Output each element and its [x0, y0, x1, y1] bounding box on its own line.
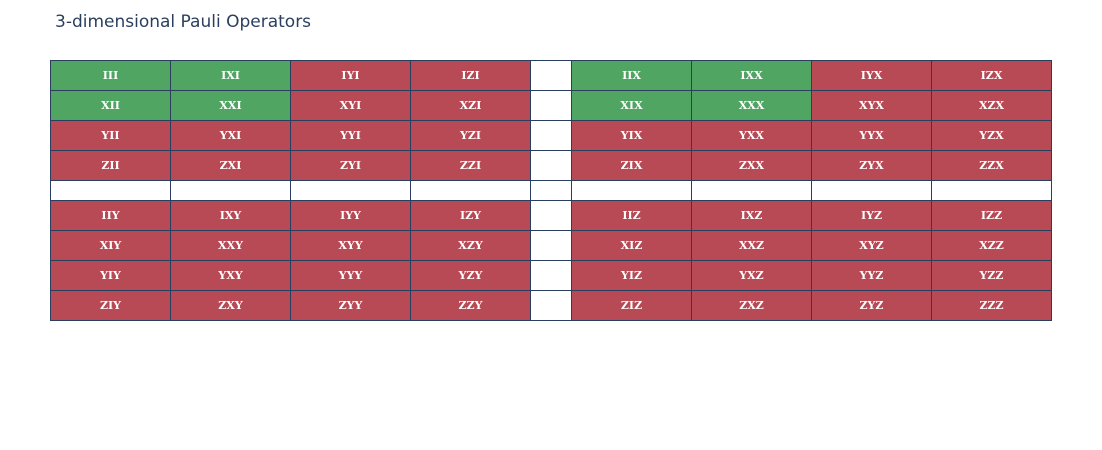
blank-cell	[530, 60, 572, 91]
blank-cell	[530, 260, 572, 291]
operator-cell-yiz: YIZ	[571, 260, 692, 291]
operator-cell-yii: YII	[50, 120, 171, 151]
operator-cell-iix: IIX	[571, 60, 692, 91]
blank-cell	[530, 200, 572, 231]
operator-cell-xzz: XZZ	[931, 230, 1052, 261]
operator-cell-zii: ZII	[50, 150, 171, 181]
operator-cell-xzi: XZI	[410, 90, 531, 121]
operator-cell-yxi: YXI	[170, 120, 291, 151]
operator-cell-ixx: IXX	[691, 60, 812, 91]
operator-cell-xzx: XZX	[931, 90, 1052, 121]
operator-cell-yyz: YYZ	[811, 260, 932, 291]
operator-cell-iii: III	[50, 60, 171, 91]
operator-cell-xiy: XIY	[50, 230, 171, 261]
operator-cell-xxz: XXZ	[691, 230, 812, 261]
operator-cell-zzi: ZZI	[410, 150, 531, 181]
blank-cell	[170, 180, 291, 201]
blank-cell	[530, 120, 572, 151]
blank-cell	[530, 180, 572, 201]
blank-cell	[811, 180, 932, 201]
pauli-operator-table: III IXI IYI IZI IIX IXX IYX IZX XII XXI XYI XZI XIX X…	[50, 60, 1052, 321]
blank-cell	[691, 180, 812, 201]
operator-cell-yyy: YYY	[290, 260, 411, 291]
operator-cell-izy: IZY	[410, 200, 531, 231]
operator-cell-yxx: YXX	[691, 120, 812, 151]
operator-cell-yxz: YXZ	[691, 260, 812, 291]
table-row: YIY YXY YYY YZY YIZ YXZ YYZ YZZ	[50, 260, 1052, 291]
operator-cell-xyx: XYX	[811, 90, 932, 121]
operator-cell-zxx: ZXX	[691, 150, 812, 181]
operator-cell-xyy: XYY	[290, 230, 411, 261]
operator-cell-xxy: XXY	[170, 230, 291, 261]
operator-cell-yzz: YZZ	[931, 260, 1052, 291]
operator-cell-zxi: ZXI	[170, 150, 291, 181]
operator-cell-xyz: XYZ	[811, 230, 932, 261]
blank-cell	[530, 90, 572, 121]
blank-cell	[530, 150, 572, 181]
operator-cell-zix: ZIX	[571, 150, 692, 181]
table-row: YII YXI YYI YZI YIX YXX YYX YZX	[50, 120, 1052, 151]
operator-cell-yzy: YZY	[410, 260, 531, 291]
operator-cell-zyx: ZYX	[811, 150, 932, 181]
operator-cell-zxy: ZXY	[170, 290, 291, 321]
operator-cell-zzz: ZZZ	[931, 290, 1052, 321]
operator-cell-iyi: IYI	[290, 60, 411, 91]
blank-cell	[530, 230, 572, 261]
table-row: ZII ZXI ZYI ZZI ZIX ZXX ZYX ZZX	[50, 150, 1052, 181]
operator-cell-zxz: ZXZ	[691, 290, 812, 321]
operator-cell-iiz: IIZ	[571, 200, 692, 231]
table-row: XII XXI XYI XZI XIX XXX XYX XZX	[50, 90, 1052, 121]
operator-cell-xxx: XXX	[691, 90, 812, 121]
operator-cell-zzx: ZZX	[931, 150, 1052, 181]
operator-cell-iiy: IIY	[50, 200, 171, 231]
operator-cell-izz: IZZ	[931, 200, 1052, 231]
operator-cell-yxy: YXY	[170, 260, 291, 291]
operator-cell-ixi: IXI	[170, 60, 291, 91]
blank-cell	[530, 290, 572, 321]
table-row: XIY XXY XYY XZY XIZ XXZ XYZ XZZ	[50, 230, 1052, 261]
table-row: ZIY ZXY ZYY ZZY ZIZ ZXZ ZYZ ZZZ	[50, 290, 1052, 321]
operator-cell-ziz: ZIZ	[571, 290, 692, 321]
blank-cell	[410, 180, 531, 201]
operator-cell-yyi: YYI	[290, 120, 411, 151]
operator-cell-xzy: XZY	[410, 230, 531, 261]
operator-cell-zyy: ZYY	[290, 290, 411, 321]
blank-cell	[290, 180, 411, 201]
operator-cell-izx: IZX	[931, 60, 1052, 91]
blank-cell	[571, 180, 692, 201]
table-body: III IXI IYI IZI IIX IXX IYX IZX XII XXI XYI XZI XIX X…	[50, 60, 1052, 321]
table-row: IIY IXY IYY IZY IIZ IXZ IYZ IZZ	[50, 200, 1052, 231]
operator-cell-ziy: ZIY	[50, 290, 171, 321]
operator-cell-xii: XII	[50, 90, 171, 121]
blank-cell	[50, 180, 171, 201]
blank-cell	[931, 180, 1052, 201]
operator-cell-yyx: YYX	[811, 120, 932, 151]
operator-cell-iyx: IYX	[811, 60, 932, 91]
operator-cell-ixz: IXZ	[691, 200, 812, 231]
operator-cell-xyi: XYI	[290, 90, 411, 121]
operator-cell-iyy: IYY	[290, 200, 411, 231]
operator-cell-zyi: ZYI	[290, 150, 411, 181]
operator-cell-ixy: IXY	[170, 200, 291, 231]
operator-cell-iyz: IYZ	[811, 200, 932, 231]
operator-cell-yzi: YZI	[410, 120, 531, 151]
operator-cell-xxi: XXI	[170, 90, 291, 121]
operator-cell-zzy: ZZY	[410, 290, 531, 321]
operator-cell-yiy: YIY	[50, 260, 171, 291]
chart-title: 3-dimensional Pauli Operators	[55, 12, 312, 32]
operator-cell-zyz: ZYZ	[811, 290, 932, 321]
table-row: III IXI IYI IZI IIX IXX IYX IZX	[50, 60, 1052, 91]
operator-cell-yix: YIX	[571, 120, 692, 151]
operator-cell-izi: IZI	[410, 60, 531, 91]
operator-cell-yzx: YZX	[931, 120, 1052, 151]
operator-cell-xiz: XIZ	[571, 230, 692, 261]
operator-cell-xix: XIX	[571, 90, 692, 121]
table-gap-row	[50, 180, 1052, 201]
